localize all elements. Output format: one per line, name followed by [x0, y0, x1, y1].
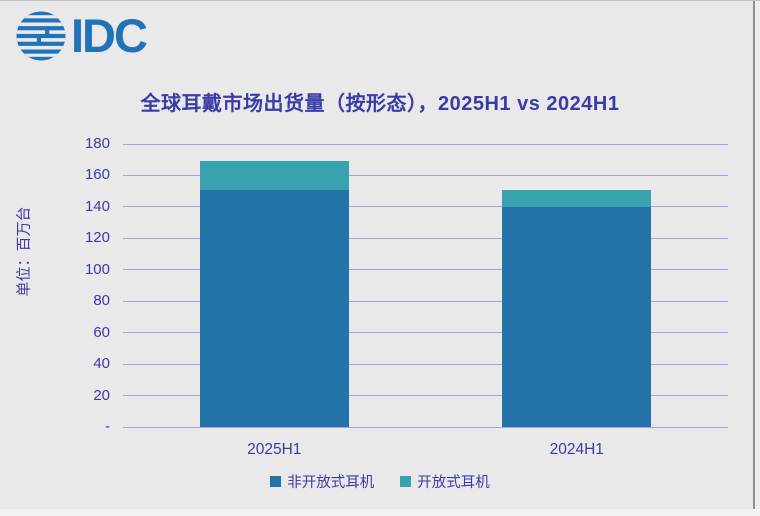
bar-segment-2024H1-非开放式耳机 — [502, 206, 652, 427]
x-axis-label-2024H1: 2024H1 — [549, 441, 604, 458]
y-tick-label-60: 60 — [93, 323, 110, 341]
plot-area — [123, 143, 728, 428]
legend-item-开放式耳机: 开放式耳机 — [400, 471, 490, 492]
legend-label: 开放式耳机 — [417, 475, 490, 491]
idc-logo: IDC — [15, 9, 148, 62]
y-tick-label-100: 100 — [84, 260, 110, 278]
gridline-160 — [123, 174, 728, 176]
gridline-0 — [123, 426, 728, 428]
gridline-120 — [123, 237, 728, 239]
bar-segment-2025H1-开放式耳机 — [199, 161, 349, 190]
y-tick-label-80: 80 — [93, 292, 110, 310]
chart-legend: 非开放式耳机 开放式耳机 — [0, 471, 760, 492]
y-tick-label-140: 140 — [84, 197, 110, 215]
gridline-80 — [123, 300, 728, 302]
bar-segment-2024H1-开放式耳机 — [502, 189, 652, 207]
idc-globe-icon — [16, 11, 66, 61]
y-tick-label-0: - — [105, 418, 110, 435]
frame-right-edge — [753, 1, 755, 516]
legend-item-非开放式耳机: 非开放式耳机 — [270, 471, 374, 492]
bar-2024H1 — [502, 189, 652, 427]
chart-title: 全球耳戴市场出货量（按形态），2025H1 vs 2024H1 — [140, 93, 620, 115]
y-tick-label-120: 120 — [84, 229, 110, 247]
bar-2025H1 — [199, 161, 349, 427]
y-tick-label-160: 160 — [84, 166, 110, 184]
bar-segment-2025H1-非开放式耳机 — [199, 189, 349, 427]
gridline-60 — [123, 332, 728, 334]
y-axis-title: 单位：百万台 — [15, 206, 33, 297]
frame-bottom-edge — [0, 509, 760, 516]
legend-label: 非开放式耳机 — [287, 475, 375, 491]
gridline-140 — [123, 206, 728, 208]
y-tick-label-20: 20 — [93, 386, 110, 404]
x-axis-label-2025H1: 2025H1 — [247, 441, 302, 458]
gridline-180 — [123, 143, 728, 145]
legend-swatch-icon — [400, 476, 412, 487]
y-tick-label-40: 40 — [93, 355, 110, 373]
gridline-20 — [123, 395, 728, 397]
frame-right-margin — [755, 1, 760, 516]
y-tick-label-180: 180 — [84, 135, 110, 152]
gridline-40 — [123, 363, 728, 365]
gridline-100 — [123, 269, 728, 271]
legend-swatch-icon — [270, 476, 282, 487]
idc-logo-text: IDC — [71, 9, 148, 62]
